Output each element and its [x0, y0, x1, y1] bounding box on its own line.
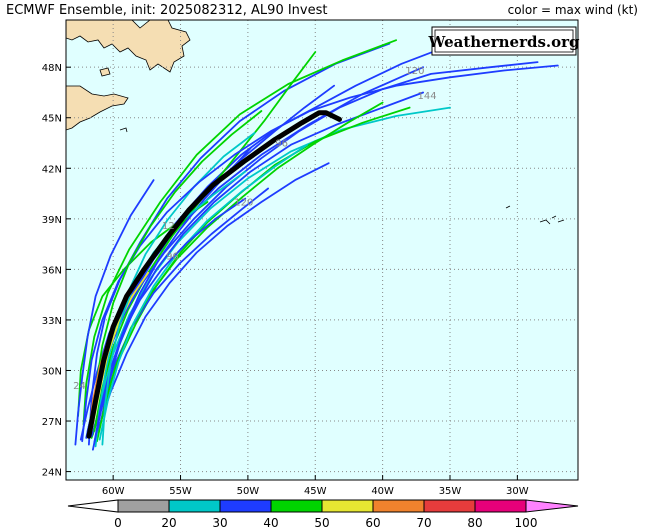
- colorbar-label: 40: [263, 516, 278, 530]
- ensemble-member-track: [93, 197, 247, 444]
- ensemble-member-track: [81, 64, 559, 443]
- colorbar: 0 20 30 40 50 60 70 80 100: [67, 499, 579, 530]
- watermark-box: Weathernerds.org: [427, 26, 580, 56]
- colorbar-low-end: [67, 499, 119, 513]
- y-tick-label: 33N: [42, 316, 62, 327]
- colorbar-segment: [321, 499, 374, 513]
- watermark-text: Weathernerds.org: [427, 33, 580, 51]
- colorbar-segment: [372, 499, 425, 513]
- forecast-hour-label: 96: [166, 251, 179, 262]
- colorbar-label: 20: [161, 516, 176, 530]
- chart-title: ECMWF Ensemble, init: 2025082312, AL90 I…: [6, 3, 328, 18]
- land-layer: [66, 20, 565, 225]
- y-tick-label: 30N: [42, 366, 62, 377]
- ensemble-member-track: [98, 143, 309, 441]
- y-tick-label: 48N: [42, 63, 62, 74]
- grid-lines: [66, 20, 578, 480]
- ensemble-member-track: [94, 132, 256, 448]
- x-tick-label: 50W: [237, 486, 260, 497]
- ensemble-member-track: [96, 162, 330, 434]
- y-tick-label: 36N: [42, 265, 62, 276]
- forecast-hour-label: 96: [275, 138, 288, 149]
- ensemble-mean-track: [86, 110, 342, 439]
- x-tick-label: 60W: [102, 486, 125, 497]
- y-axis-ticks: 24N 27N 30N 33N 36N 39N 42N 45N 48N: [42, 63, 71, 479]
- colorbar-high-end: [525, 499, 579, 513]
- mean-track: [86, 110, 342, 439]
- x-tick-label: 40W: [371, 486, 394, 497]
- forecast-hour-label: 24: [73, 381, 86, 392]
- ensemble-member-track: [96, 101, 384, 443]
- ensemble-member-track: [82, 39, 397, 426]
- nova-scotia-landmass: [66, 85, 129, 131]
- ensemble-member-track: [74, 179, 155, 446]
- ocean-background: [66, 20, 578, 480]
- x-axis-ticks: 60W 55W 50W 45W 40W 35W 30W: [102, 475, 529, 497]
- colorbar-segment: [117, 499, 170, 513]
- legend-note: color = max wind (kt): [507, 3, 638, 17]
- forecast-hour-label: 120: [405, 66, 424, 77]
- forecast-hour-labels: 120 144 96 120 12 96 24: [73, 66, 437, 392]
- x-tick-label: 45W: [304, 486, 327, 497]
- x-tick-label: 35W: [439, 486, 462, 497]
- colorbar-segment: [474, 499, 527, 513]
- forecast-hour-label: 120: [234, 197, 253, 208]
- y-tick-label: 45N: [42, 114, 62, 125]
- colorbar-label: 100: [515, 516, 538, 530]
- y-tick-label: 27N: [42, 417, 62, 428]
- azores-islands: [505, 205, 565, 225]
- island-small: [119, 127, 128, 133]
- colorbar-label: 0: [114, 516, 122, 530]
- colorbar-label: 70: [416, 516, 431, 530]
- colorbar-segment: [168, 499, 221, 513]
- forecast-hour-label: 144: [418, 91, 437, 102]
- forecast-hour-label: 12: [162, 221, 175, 232]
- colorbar-segment: [423, 499, 476, 513]
- x-tick-label: 55W: [169, 486, 192, 497]
- y-tick-label: 42N: [42, 164, 62, 175]
- y-tick-label: 24N: [42, 468, 62, 479]
- plot-frame: [65, 19, 579, 481]
- x-tick-label: 30W: [506, 486, 529, 497]
- island-small: [99, 67, 111, 77]
- y-tick-label: 39N: [42, 215, 62, 226]
- colorbar-label: 30: [212, 516, 227, 530]
- colorbar-segment: [219, 499, 272, 513]
- colorbar-label: 80: [467, 516, 482, 530]
- colorbar-label: 60: [365, 516, 380, 530]
- colorbar-label: 50: [314, 516, 329, 530]
- ensemble-member-track: [93, 51, 317, 432]
- colorbar-segment: [270, 499, 323, 513]
